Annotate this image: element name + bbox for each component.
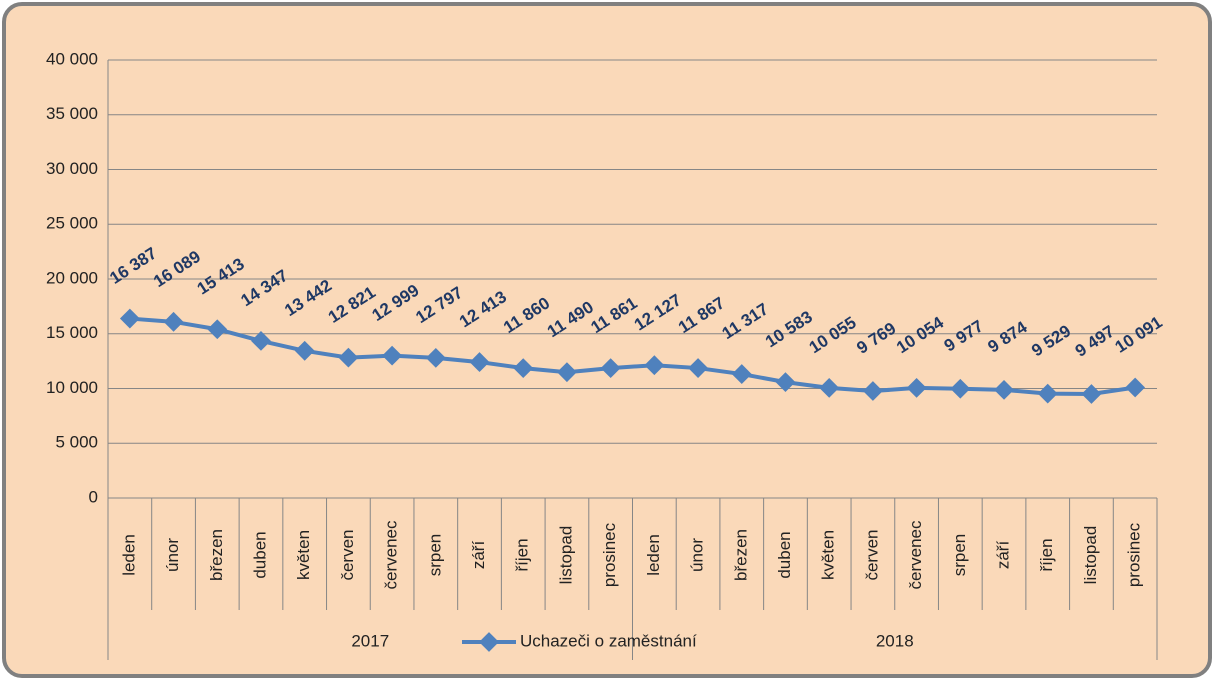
data-point bbox=[294, 340, 315, 361]
y-tick-label: 0 bbox=[89, 487, 98, 506]
x-tick-label: duben bbox=[250, 531, 269, 578]
x-tick-label: únor bbox=[163, 538, 182, 572]
data-point bbox=[819, 377, 840, 398]
data-point bbox=[1125, 377, 1146, 398]
legend-marker bbox=[479, 632, 499, 652]
x-tick-label: květen bbox=[819, 530, 838, 580]
data-point bbox=[950, 378, 971, 399]
data-point bbox=[382, 345, 403, 366]
group-label: 2017 bbox=[351, 631, 389, 650]
x-tick-label: září bbox=[994, 541, 1013, 570]
data-point bbox=[906, 378, 927, 398]
data-point bbox=[994, 379, 1014, 400]
x-tick-label: říjen bbox=[513, 538, 532, 571]
data-point bbox=[731, 364, 752, 384]
group-label: 2018 bbox=[876, 631, 914, 650]
data-point bbox=[425, 347, 446, 368]
x-tick-label: leden bbox=[119, 534, 138, 576]
data-point bbox=[600, 358, 621, 379]
x-tick-label: červen bbox=[862, 529, 881, 580]
x-tick-label: březen bbox=[207, 529, 226, 581]
x-tick-label: prosinec bbox=[1125, 522, 1144, 587]
x-tick-label: prosinec bbox=[600, 522, 619, 587]
data-point bbox=[513, 358, 534, 379]
data-point bbox=[688, 358, 708, 378]
x-tick-label: květen bbox=[294, 530, 313, 580]
data-point bbox=[862, 381, 883, 401]
y-tick-label: 35 000 bbox=[46, 104, 98, 123]
x-tick-label: únor bbox=[688, 538, 707, 572]
x-tick-label: listopad bbox=[1081, 526, 1100, 585]
y-tick-label: 30 000 bbox=[46, 159, 98, 178]
data-point bbox=[1081, 384, 1102, 404]
y-tick-label: 5 000 bbox=[55, 433, 98, 452]
x-tick-label: srpen bbox=[425, 534, 444, 577]
data-point bbox=[644, 355, 665, 376]
x-tick-label: červen bbox=[338, 529, 357, 580]
y-tick-label: 10 000 bbox=[46, 378, 98, 397]
data-point bbox=[1037, 383, 1058, 404]
x-tick-label: leden bbox=[644, 534, 663, 576]
y-tick-label: 25 000 bbox=[46, 214, 98, 233]
x-tick-label: srpen bbox=[950, 534, 969, 577]
x-tick-label: červenec bbox=[382, 520, 401, 589]
data-point bbox=[775, 372, 796, 393]
y-tick-label: 20 000 bbox=[46, 268, 98, 287]
data-point bbox=[469, 352, 490, 372]
data-point bbox=[163, 311, 184, 332]
x-tick-label: duben bbox=[775, 531, 794, 578]
data-point bbox=[557, 362, 577, 383]
data-point bbox=[251, 331, 271, 351]
data-point bbox=[207, 319, 228, 340]
x-tick-label: listopad bbox=[556, 526, 575, 585]
x-tick-label: říjen bbox=[1037, 538, 1056, 571]
x-tick-label: červenec bbox=[906, 520, 925, 589]
legend-label: Uchazeči o zaměstnání bbox=[520, 631, 697, 650]
data-point bbox=[338, 347, 359, 368]
x-tick-label: březen bbox=[731, 529, 750, 581]
y-tick-label: 15 000 bbox=[46, 323, 98, 342]
y-tick-label: 40 000 bbox=[46, 49, 98, 68]
x-tick-label: září bbox=[469, 541, 488, 570]
